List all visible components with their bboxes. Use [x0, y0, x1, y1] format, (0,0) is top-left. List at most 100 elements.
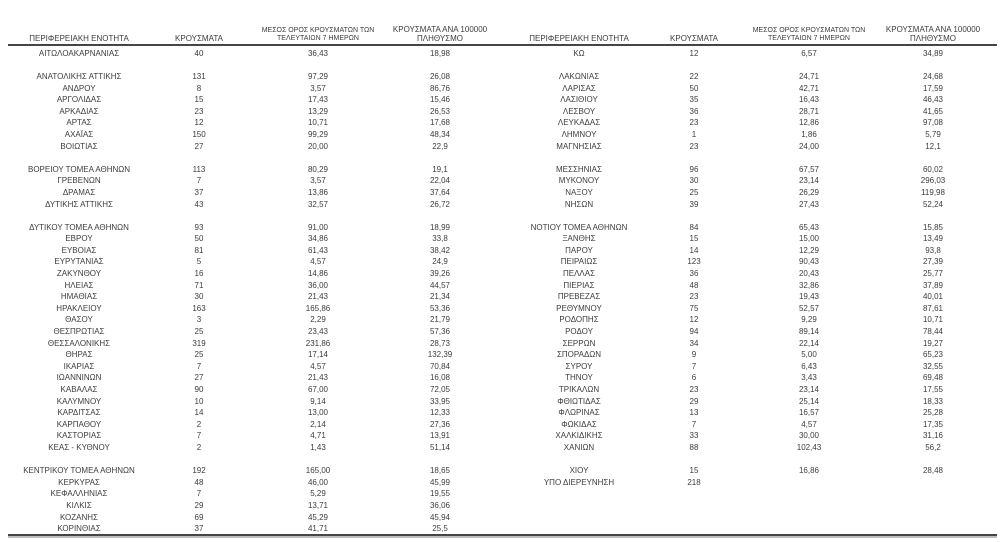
cell-per100k: 45,94: [429, 512, 451, 522]
cell-per100k: 132,39: [427, 350, 453, 360]
cell-avg7: 21,43: [307, 292, 329, 302]
cell-avg7: 25,14: [798, 396, 820, 406]
cell-per100k: 57,36: [429, 327, 451, 337]
regional-cases-table-left: ΠΕΡΙΦΕΡΕΙΑΚΗ ΕΝΟΤΗΤΑ ΚΡΟΥΣΜΑΤΑ ΜΕΣΟΣ ΟΡΟ…: [8, 18, 492, 535]
table-row: ΑΡΓΟΛΙΔΑΣ 15 17,43 15,46: [8, 94, 492, 106]
table-row: ΡΟΔΟΥ 94 89,14 78,44: [508, 326, 992, 338]
cell-cases: 150: [192, 129, 206, 139]
cell-avg7: 36,43: [307, 48, 329, 58]
cell-per100k: 25,77: [922, 269, 944, 279]
cell-cases: 25: [194, 350, 204, 360]
table-row: ΘΕΣΠΡΩΤΙΑΣ 25 23,43 57,36: [8, 326, 492, 338]
cell-region: ΦΛΩΡΙΝΑΣ: [558, 408, 600, 418]
cell-cases: 34: [689, 338, 699, 348]
cell-avg7: 165,86: [305, 303, 331, 313]
cell-per100k: 36,06: [429, 500, 451, 510]
cell-cases: 27: [194, 141, 204, 151]
cell-cases: 14: [689, 245, 699, 255]
table-body-left: ΑΙΤΩΛΟΑΚΑΡΝΑΝΙΑΣ 40 36,43 18,98 ΑΝΑΤΟΛΙΚΗΣ Α…: [8, 48, 492, 535]
cell-avg7: 32,57: [307, 199, 329, 209]
cell-region: ΜΥΚΟΝΟΥ: [558, 176, 600, 186]
table-row: ΣΕΡΡΩΝ 34 22,14 19,27: [508, 338, 992, 350]
cell-region: ΡΟΔΟΠΗΣ: [559, 315, 599, 325]
cell-region: ΧΑΝΙΩΝ: [563, 442, 595, 452]
cell-region: ΤΡΙΚΑΛΩΝ: [558, 385, 600, 395]
cell-per100k: 18,65: [429, 466, 451, 476]
table-row: ΦΛΩΡΙΝΑΣ 13 16,57 25,28: [508, 407, 992, 419]
cell-avg7: 65,43: [798, 222, 820, 232]
cell-region: ΓΡΕΒΕΝΩΝ: [57, 176, 101, 186]
cell-avg7: 12,29: [798, 245, 820, 255]
cell-avg7: 90,43: [798, 257, 820, 267]
cell-avg7: 91,00: [307, 222, 329, 232]
table-row: ΚΙΛΚΙΣ 29 13,71 36,06: [8, 500, 492, 512]
cell-region: ΛΕΥΚΑΔΑΣ: [557, 118, 601, 128]
cell-per100k: 119,98: [921, 187, 945, 197]
cell-per100k: 97,08: [922, 118, 944, 128]
cell-avg7: 5,29: [310, 489, 326, 499]
cell-region: ΑΝΔΡΟΥ: [62, 83, 96, 93]
cell-cases: 50: [689, 83, 699, 93]
cell-avg7: 61,43: [307, 245, 329, 255]
cell-region: ΠΕΙΡΑΙΩΣ: [560, 257, 598, 267]
table-row: ΛΕΣΒΟΥ 36 28,71 41,65: [508, 106, 992, 118]
cell-avg7: 28,71: [798, 106, 820, 116]
cell-region: ΚΕΦΑΛΛΗΝΙΑΣ: [50, 489, 108, 499]
cell-region: ΑΧΑΪΑΣ: [64, 129, 94, 139]
cell-avg7: 2,14: [310, 419, 326, 429]
column-header-cases: ΚΡΟΥΣΜΑΤΑ: [670, 34, 718, 44]
cell-avg7: 13,86: [307, 187, 329, 197]
cell-per100k: 53,36: [429, 303, 451, 313]
column-header-avg7: ΜΕΣΟΣ ΟΡΟΣ ΚΡΟΥΣΜΑΤΩΝ ΤΩΝ ΤΕΛΕΥΤΑΙΩΝ 7 ΗΜ…: [248, 27, 388, 45]
cell-avg7: 22,14: [798, 338, 820, 348]
cell-cases: 48: [689, 280, 699, 290]
table-row: ΑΙΤΩΛΟΑΚΑΡΝΑΝΙΑΣ 40 36,43 18,98: [8, 48, 492, 60]
cell-avg7: 80,29: [307, 164, 329, 174]
cell-cases: 131: [192, 71, 206, 81]
header-row: ΠΕΡΙΦΕΡΕΙΑΚΗ ΕΝΟΤΗΤΑ ΚΡΟΥΣΜΑΤΑ ΜΕΣΟΣ ΟΡΟ…: [8, 18, 492, 44]
cell-cases: 5: [196, 257, 202, 267]
cell-region: ΔΡΑΜΑΣ: [62, 187, 96, 197]
cell-cases: 30: [689, 176, 699, 186]
table-row: ΚΕΦΑΛΛΗΝΙΑΣ 7 5,29 19,55: [8, 489, 492, 501]
cell-region: ΚΟΡΙΝΘΙΑΣ: [57, 524, 101, 534]
cell-per100k: 15,46: [429, 95, 451, 105]
cell-avg7: 67,57: [798, 164, 820, 174]
cell-region: ΚΕΡΚΥΡΑΣ: [58, 477, 100, 487]
cell-avg7: 97,29: [307, 71, 329, 81]
cell-per100k: 38,42: [429, 245, 451, 255]
cell-per100k: 26,72: [429, 199, 451, 209]
cell-per100k: 17,68: [429, 118, 451, 128]
cell-region: ΗΡΑΚΛΕΙΟΥ: [56, 303, 102, 313]
table-row: ΔΡΑΜΑΣ 37 13,86 37,64: [8, 187, 492, 199]
cell-region: ΕΥΒΟΙΑΣ: [61, 245, 97, 255]
cell-per100k: 5,79: [925, 129, 941, 139]
cell-avg7: 16,43: [798, 95, 820, 105]
cell-region: ΦΘΙΩΤΙΔΑΣ: [557, 396, 601, 406]
cell-avg7: 3,57: [310, 83, 326, 93]
cell-avg7: 17,43: [307, 95, 329, 105]
cell-avg7: 20,43: [798, 269, 820, 279]
cell-cases: 163: [192, 303, 206, 313]
cell-avg7: 89,14: [798, 327, 820, 337]
cell-per100k: 33,8: [432, 234, 448, 244]
table-row: ΣΥΡΟΥ 7 6,43 32,55: [508, 361, 992, 373]
cell-region: ΔΥΤΙΚΟΥ ΤΟΜΕΑ ΑΘΗΝΩΝ: [29, 222, 129, 232]
cell-cases: 15: [689, 234, 699, 244]
cell-cases: 96: [689, 164, 699, 174]
column-header-avg7: ΜΕΣΟΣ ΟΡΟΣ ΚΡΟΥΣΜΑΤΩΝ ΤΩΝ ΤΕΛΕΥΤΑΙΩΝ 7 ΗΜ…: [738, 27, 880, 45]
column-header-cases: ΚΡΟΥΣΜΑΤΑ: [175, 34, 223, 44]
table-row: ΑΝΑΤΟΛΙΚΗΣ ΑΤΤΙΚΗΣ 131 97,29 26,08: [8, 71, 492, 83]
table-row: ΧΑΛΚΙΔΙΚΗΣ 33 30,00 31,16: [508, 431, 992, 443]
cell-region: ΦΩΚΙΔΑΣ: [561, 419, 597, 429]
cell-cases: 15: [194, 95, 204, 105]
cell-per100k: 70,84: [429, 361, 451, 371]
cell-region: ΠΙΕΡΙΑΣ: [563, 280, 595, 290]
cell-per100k: 12,1: [925, 141, 941, 151]
cell-region: ΑΡΤΑΣ: [66, 118, 92, 128]
cell-avg7: 21,43: [307, 373, 329, 383]
table-row: ΒΟΙΩΤΙΑΣ 27 20,00 22,9: [8, 141, 492, 153]
table-row: ΗΛΕΙΑΣ 71 36,00 44,57: [8, 280, 492, 292]
cell-avg7: 3,57: [310, 176, 326, 186]
